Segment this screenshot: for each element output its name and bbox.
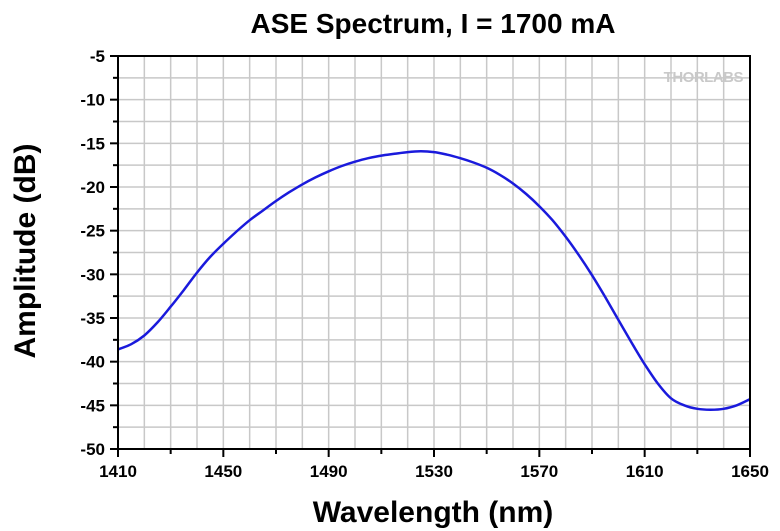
x-tick-label: 1490 xyxy=(310,462,348,481)
grid-lines xyxy=(118,56,750,449)
y-tick-label: -30 xyxy=(80,265,105,284)
thorlabs-watermark: THORLABS xyxy=(664,69,744,86)
y-tick-label: -15 xyxy=(80,134,105,153)
x-tick-label: 1610 xyxy=(626,462,664,481)
y-tick-label: -10 xyxy=(80,91,105,110)
series-line-ase-spectrum xyxy=(117,149,751,411)
x-tick-labels: 1410 1450 1490 1530 1570 1610 1650 xyxy=(99,462,769,481)
y-tick-label: -50 xyxy=(80,440,105,459)
x-tick-label: 1410 xyxy=(99,462,137,481)
axis-ticks xyxy=(110,55,751,457)
y-tick-label: -25 xyxy=(80,222,105,241)
y-tick-label: -35 xyxy=(80,309,105,328)
x-tick-label: 1650 xyxy=(731,462,769,481)
y-tick-label: -20 xyxy=(80,178,105,197)
y-axis-label: Amplitude (dB) xyxy=(9,144,42,359)
y-tick-labels: -5 -10 -15 -20 -25 -30 -35 -40 -45 -50 xyxy=(80,47,105,459)
x-axis-label: Wavelength (nm) xyxy=(313,496,554,529)
x-tick-label: 1530 xyxy=(415,462,453,481)
x-tick-label: 1450 xyxy=(204,462,242,481)
chart-title: ASE Spectrum, I = 1700 mA xyxy=(251,8,616,39)
y-tick-label: -5 xyxy=(90,47,105,66)
y-tick-label: -45 xyxy=(80,396,105,415)
y-tick-label: -40 xyxy=(80,353,105,372)
x-tick-label: 1570 xyxy=(520,462,558,481)
